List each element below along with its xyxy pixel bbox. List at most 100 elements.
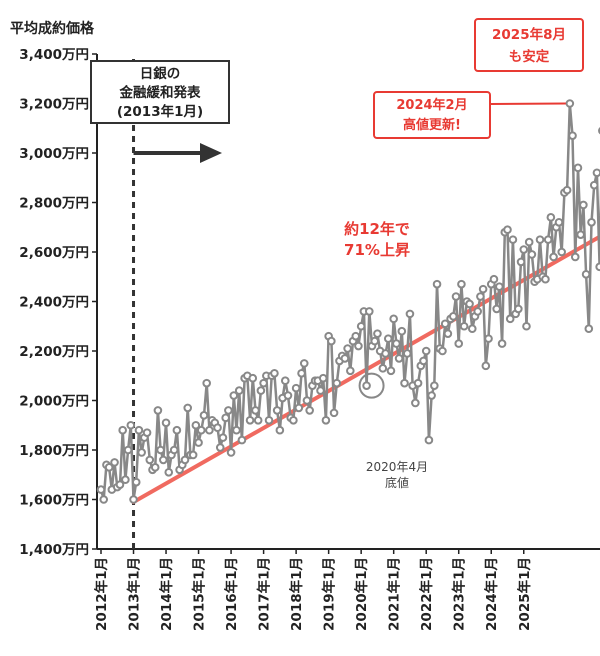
data-point <box>346 366 355 376</box>
data-point <box>459 321 469 331</box>
x-tick-label: 2013年1月 <box>126 557 143 631</box>
data-point <box>424 435 434 445</box>
y-tick-label: 1,600万円 <box>19 493 89 509</box>
data-point <box>115 480 125 489</box>
x-tick-label: 2023年1月 <box>451 557 468 631</box>
stable-annotation-line2: も安定 <box>508 49 550 65</box>
y-tick-label: 2,600万円 <box>19 245 89 261</box>
data-point <box>253 416 263 425</box>
data-point <box>153 406 163 415</box>
data-point <box>589 180 599 190</box>
data-point <box>289 416 298 425</box>
data-point <box>489 274 499 284</box>
data-point <box>248 373 258 383</box>
data-point <box>283 391 293 400</box>
data-point <box>579 200 588 210</box>
data-point <box>541 274 550 284</box>
data-point <box>386 366 396 376</box>
data-point <box>299 359 309 368</box>
data-point <box>438 346 447 356</box>
data-point <box>568 131 577 140</box>
x-tick-label: 2019年1月 <box>321 557 338 631</box>
data-point <box>188 450 198 460</box>
bottom-annotation-line2: 底値 <box>384 476 409 490</box>
high-annotation-line1: 2024年2月 <box>396 98 468 113</box>
data-point <box>234 386 244 395</box>
growth-annotation-line1: 約12年で <box>344 220 410 238</box>
data-point <box>562 185 572 195</box>
data-point <box>411 398 420 408</box>
chart-decorations <box>133 102 566 399</box>
data-point <box>159 455 168 465</box>
data-point <box>354 341 363 351</box>
data-point <box>402 349 412 358</box>
data-point <box>451 292 461 301</box>
high-annotation-line2: 高値更新! <box>403 118 461 133</box>
data-point <box>191 420 201 430</box>
series-line <box>99 102 600 501</box>
data-point <box>161 418 171 428</box>
data-point <box>413 378 423 388</box>
data-point <box>99 495 109 504</box>
data-point <box>535 235 545 244</box>
data-point <box>275 425 285 435</box>
data-point <box>449 312 458 321</box>
stable-annotation-line1: 2025年8月 <box>492 27 566 43</box>
data-point <box>495 282 504 291</box>
y-tick-label: 1,800万円 <box>19 443 89 459</box>
data-point <box>131 477 141 487</box>
data-point <box>110 458 119 467</box>
data-point <box>126 420 136 430</box>
data-point <box>457 279 466 289</box>
data-point <box>123 445 133 455</box>
data-point <box>364 307 374 316</box>
data-point <box>96 485 106 494</box>
data-point <box>340 354 350 363</box>
x-tick-label: 2014年1月 <box>158 557 175 631</box>
data-point <box>394 354 404 363</box>
data-point <box>280 376 290 386</box>
data-point <box>505 314 515 324</box>
data-point <box>514 304 523 314</box>
data-point <box>557 247 567 257</box>
data-point <box>519 245 529 254</box>
data-point <box>432 279 442 289</box>
data-point <box>430 381 439 390</box>
growth-annotation: 約12年で 71%上昇 <box>322 219 432 261</box>
data-point <box>581 269 591 279</box>
data-point <box>400 378 409 388</box>
data-point <box>370 336 380 346</box>
data-point <box>546 213 556 222</box>
boj-annotation-line3: (2013年1月) <box>116 104 204 120</box>
data-point <box>270 368 279 378</box>
data-point <box>327 336 336 346</box>
data-point <box>259 378 268 388</box>
y-axis-title: 平均成約価格 <box>10 20 95 37</box>
data-point <box>194 438 203 447</box>
data-point <box>199 411 209 420</box>
high-annotation: 2024年2月 高値更新! <box>373 91 491 139</box>
data-point <box>302 396 312 405</box>
data-point <box>180 455 190 465</box>
data-point <box>226 448 236 457</box>
data-point <box>362 381 371 390</box>
data-point <box>397 326 407 336</box>
data-point <box>389 314 398 324</box>
data-point <box>172 425 182 435</box>
data-point <box>196 425 206 435</box>
data-point <box>527 250 537 259</box>
data-point <box>592 168 600 178</box>
y-tick-label: 2,400万円 <box>19 295 89 311</box>
y-tick-label: 1,400万円 <box>19 542 89 558</box>
data-point <box>351 331 361 341</box>
bottom-highlight-circle <box>358 372 385 399</box>
data-point <box>478 284 488 294</box>
data-point <box>232 425 241 435</box>
data-point <box>213 423 222 433</box>
data-point <box>305 406 314 415</box>
data-point <box>297 368 306 378</box>
boj-annotation-line1: 日銀の <box>139 66 181 82</box>
x-tick-label: 2015年1月 <box>191 557 208 631</box>
y-tick-label: 2,000万円 <box>19 394 89 410</box>
data-point <box>251 406 260 415</box>
